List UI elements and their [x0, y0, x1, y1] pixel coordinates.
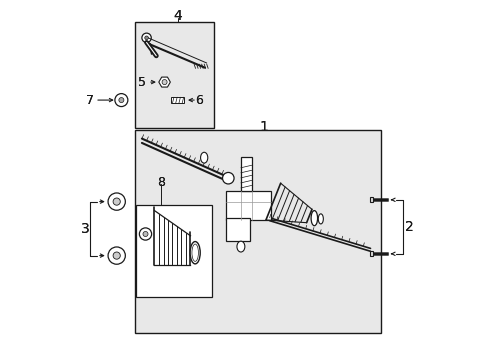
Bar: [134, 130, 381, 333]
Bar: [136, 205, 212, 297]
Circle shape: [142, 231, 148, 237]
Text: 7: 7: [86, 94, 94, 107]
Circle shape: [119, 98, 123, 103]
Circle shape: [222, 172, 234, 184]
Text: 7: 7: [86, 94, 94, 107]
Circle shape: [108, 247, 125, 264]
Circle shape: [113, 252, 120, 259]
Text: 6: 6: [195, 94, 203, 107]
Ellipse shape: [310, 211, 317, 226]
Bar: [241, 157, 251, 191]
Bar: [226, 218, 249, 241]
Text: 3: 3: [81, 222, 90, 235]
Text: 5: 5: [138, 76, 145, 89]
Text: 1: 1: [259, 120, 268, 134]
Bar: [170, 97, 184, 103]
Text: 4: 4: [173, 9, 182, 23]
Bar: [369, 197, 373, 202]
Ellipse shape: [192, 244, 198, 261]
Text: 1: 1: [259, 120, 268, 134]
Text: 6: 6: [195, 94, 203, 107]
Text: 2: 2: [404, 220, 413, 234]
Circle shape: [108, 193, 125, 210]
Bar: [226, 191, 271, 220]
Text: 2: 2: [404, 220, 413, 234]
Text: 8: 8: [157, 176, 164, 189]
Text: 5: 5: [138, 76, 145, 89]
Text: 8: 8: [157, 176, 164, 189]
Ellipse shape: [318, 214, 323, 224]
Circle shape: [144, 36, 148, 40]
Text: 4: 4: [173, 9, 182, 23]
Ellipse shape: [237, 241, 244, 252]
Circle shape: [115, 94, 127, 107]
Circle shape: [113, 198, 120, 205]
Circle shape: [139, 228, 151, 240]
Ellipse shape: [190, 242, 200, 264]
Circle shape: [142, 33, 151, 42]
Circle shape: [162, 80, 167, 85]
Ellipse shape: [200, 152, 207, 163]
Bar: [134, 22, 213, 128]
Bar: [369, 251, 373, 256]
Text: 3: 3: [81, 222, 90, 235]
